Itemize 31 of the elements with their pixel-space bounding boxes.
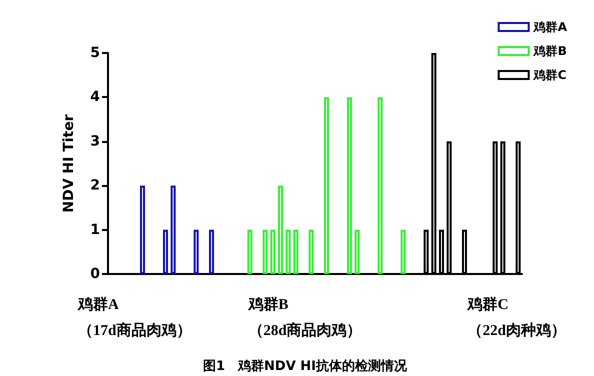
y-tick-label: 5 <box>90 45 100 61</box>
bar <box>308 230 314 274</box>
bar <box>400 230 406 274</box>
y-tick-label: 0 <box>90 266 100 282</box>
bar <box>293 230 298 274</box>
bar <box>354 230 360 274</box>
bar <box>163 230 168 274</box>
legend-label: 鸡群C <box>532 68 567 82</box>
bar <box>194 230 199 274</box>
bar <box>270 230 276 274</box>
bar <box>247 230 252 274</box>
legend-label: 鸡群B <box>532 44 567 58</box>
y-tick-label: 1 <box>90 222 100 238</box>
bar <box>378 97 383 274</box>
y-tick-label: 3 <box>90 133 100 150</box>
bar <box>324 97 329 274</box>
bar <box>347 97 352 274</box>
bar <box>262 230 268 274</box>
legend-label: 鸡群A <box>532 20 568 34</box>
y-axis-title: NDV HI Titer <box>61 114 77 213</box>
y-tick-label: 4 <box>90 89 100 106</box>
text: 图1 鸡群NDV HI抗体的检测情况 <box>202 358 408 374</box>
text: 鸡群B （28d商品肉鸡） <box>247 296 362 339</box>
text: 鸡群A （17d商品肉鸡） <box>77 296 192 339</box>
bar <box>170 186 176 274</box>
bar <box>278 186 283 274</box>
bar <box>140 186 145 274</box>
text: 鸡群C （22d肉种鸡） <box>466 296 566 339</box>
bar <box>286 230 291 274</box>
bar <box>209 230 214 274</box>
y-tick-label: 2 <box>90 178 100 194</box>
